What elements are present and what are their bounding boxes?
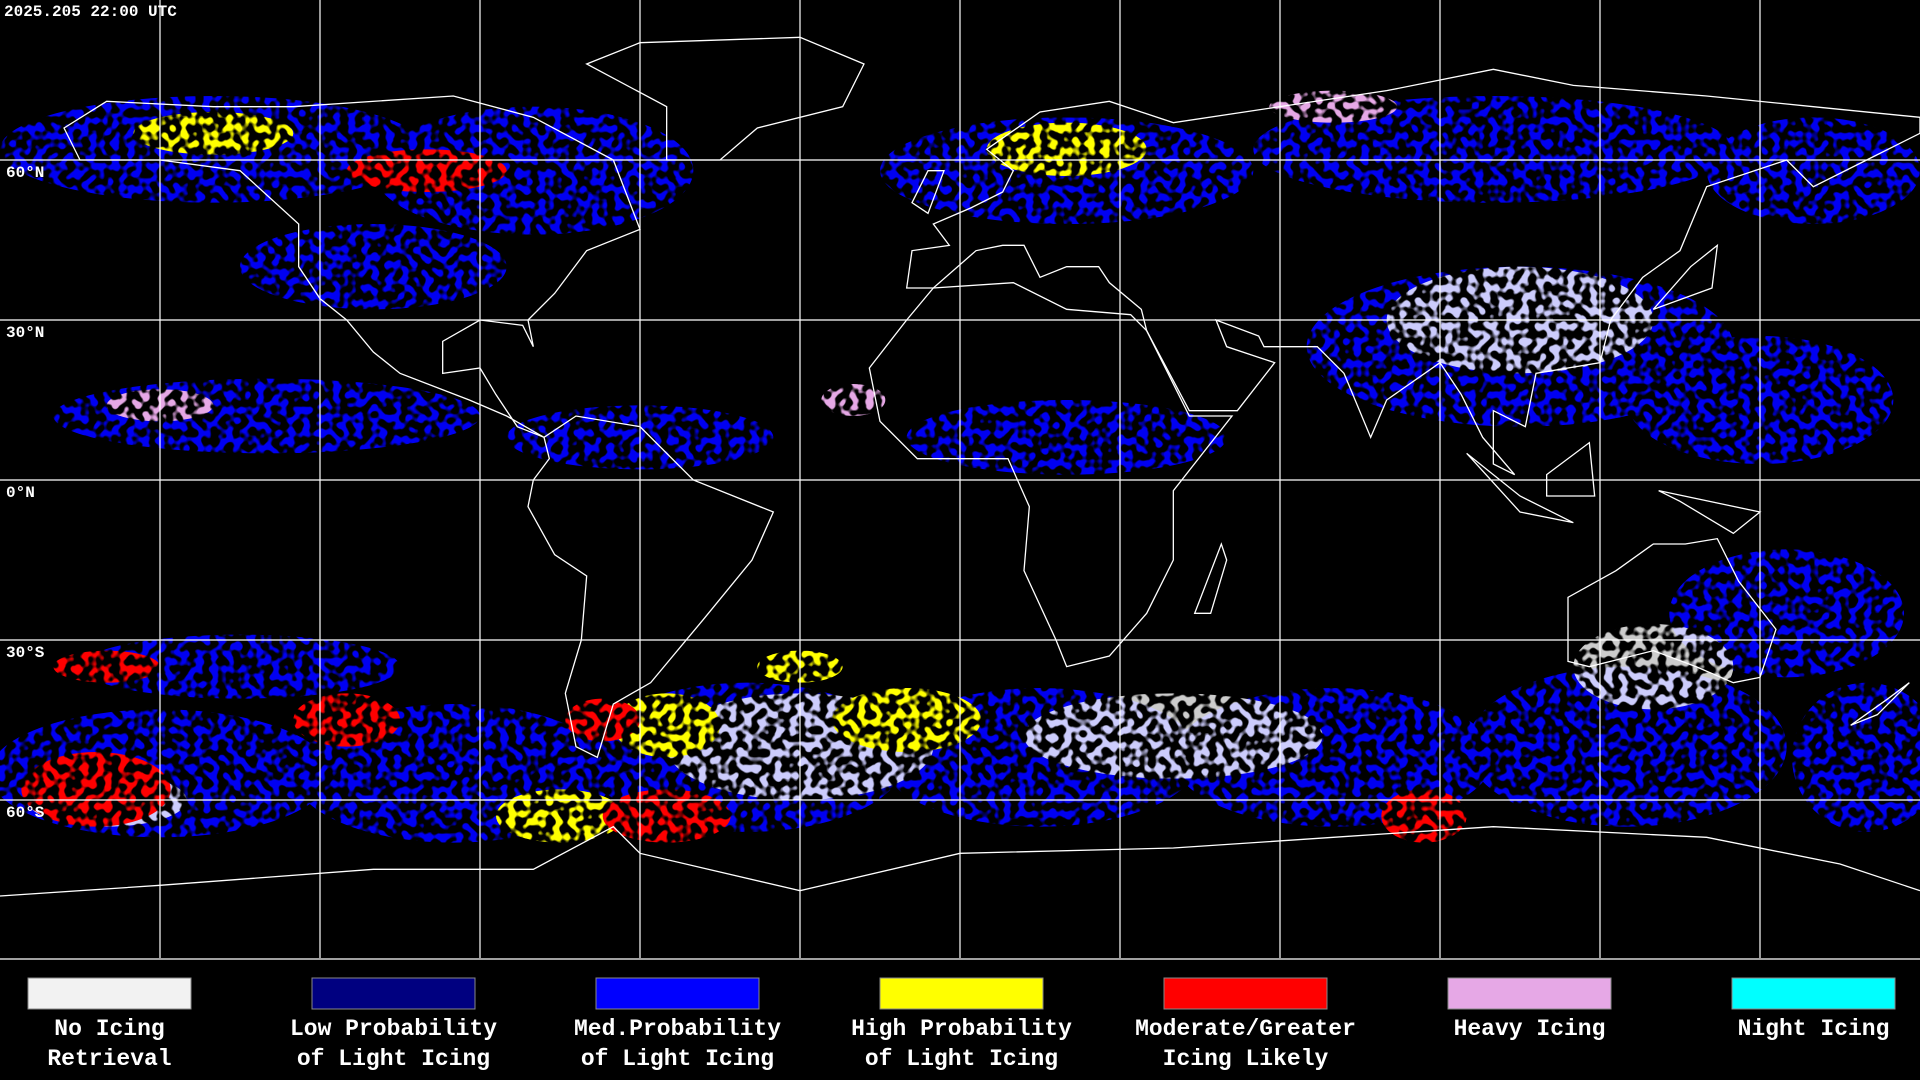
latitude-label: 60°S [6, 804, 45, 822]
legend-label: Night Icing [1738, 1016, 1890, 1042]
legend-swatch [311, 977, 476, 1010]
latitude-label: 0°N [6, 484, 35, 502]
icing-field [0, 90, 1920, 843]
legend-label: High Probability [851, 1016, 1072, 1042]
legend-label: of Light Icing [581, 1046, 774, 1072]
legend-label: Retrieval [47, 1046, 171, 1072]
graticule [0, 0, 1920, 960]
legend-label: of Light Icing [865, 1046, 1058, 1072]
latitude-labels: 60°N 30°N 0°N 30°S 60°S [6, 164, 45, 822]
legend-label: Low Probability [290, 1016, 497, 1042]
legend-swatch [1447, 977, 1612, 1010]
legend-swatch [595, 977, 760, 1010]
legend-label: of Light Icing [297, 1046, 490, 1072]
timestamp: 2025.205 22:00 UTC [4, 3, 177, 21]
legend-label: Med.Probability [574, 1016, 781, 1042]
legend-swatch [27, 977, 192, 1010]
legend-label: Icing Likely [1163, 1046, 1329, 1072]
latitude-label: 60°N [6, 164, 44, 182]
latitude-label: 30°S [6, 644, 45, 662]
latitude-label: 30°N [6, 324, 44, 342]
legend-label: No Icing [54, 1016, 164, 1042]
legend-swatch [1163, 977, 1328, 1010]
legend-swatch [879, 977, 1044, 1010]
legend: No Icing Retrieval Low Probability of Light… [27, 977, 1896, 1072]
legend-swatch [1731, 977, 1896, 1010]
legend-label: Heavy Icing [1454, 1016, 1606, 1042]
legend-label: Moderate/Greater [1135, 1016, 1356, 1042]
